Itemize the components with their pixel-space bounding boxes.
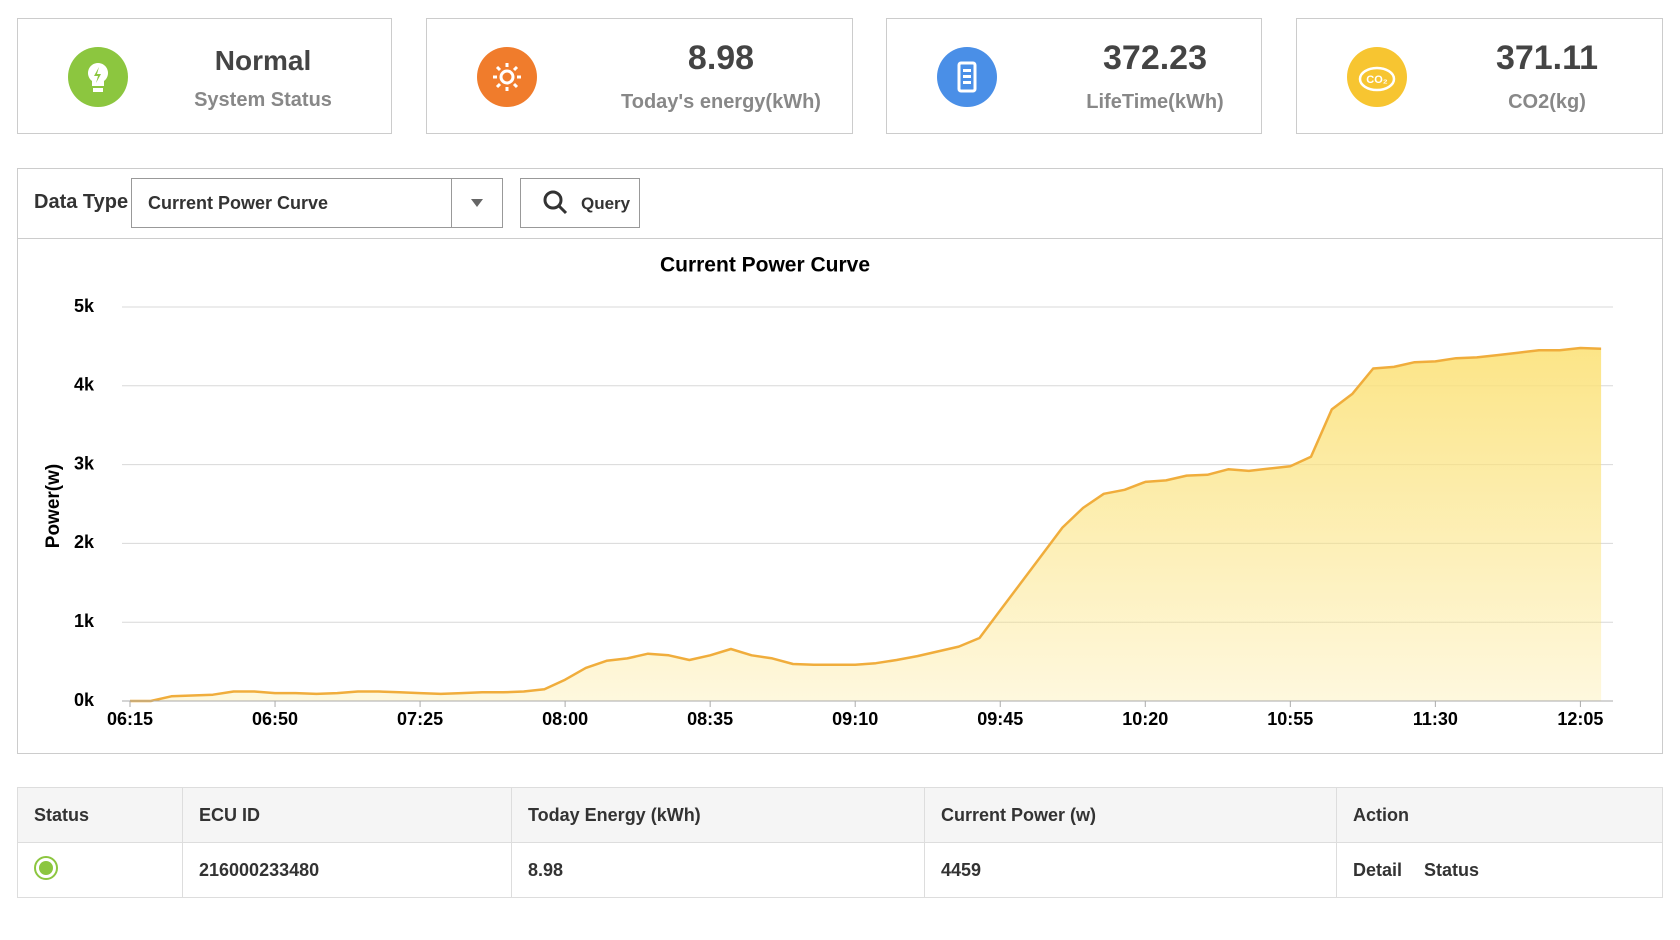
icon: CO₂	[1347, 47, 1407, 107]
icon	[477, 47, 537, 107]
cell: 216000233480	[182, 842, 512, 898]
x-tick-label: 10:55	[1267, 709, 1313, 729]
action-cell: Detail Status	[1336, 842, 1663, 898]
detail-link[interactable]: Detail	[1353, 859, 1403, 880]
filter-label: Data Type	[34, 191, 129, 213]
card-value: 8.98	[687, 39, 755, 77]
y-tick-label: 3k	[74, 453, 95, 473]
x-tick-label: 08:35	[687, 709, 733, 729]
y-tick-label: 1k	[74, 611, 95, 631]
area	[130, 348, 1602, 701]
status-link[interactable]: Status	[1424, 859, 1480, 880]
card-label: System Status	[194, 89, 332, 111]
x-tick-label: 06:15	[107, 709, 153, 729]
card-value: Normal	[214, 45, 312, 76]
button-label: Query	[581, 194, 631, 213]
y-tick-label: 5k	[74, 296, 95, 316]
header-row: Status ECU ID Today Energy (kWh) Current…	[17, 787, 1663, 843]
svg-text:CO₂: CO₂	[1366, 74, 1388, 86]
ecu-table: Status ECU ID Today Energy (kWh) Current…	[17, 787, 1663, 898]
row: 216000233480 8.98 4459 Detail Status	[17, 842, 1663, 898]
x-tick-label: 12:05	[1557, 709, 1603, 729]
x-tick-label: 07:25	[397, 709, 443, 729]
chart: Current Power Curve Power(w) 0k 1k 2k 3k 4k 5…	[43, 254, 1613, 729]
energy-card: 8.98 Today's energy(kWh)	[426, 18, 853, 134]
chart-panel: Data Type Current Power Curve Query Curr…	[17, 168, 1663, 754]
x-tick-label: 11:30	[1413, 709, 1458, 729]
x-tick-label: 09:10	[832, 709, 878, 729]
dropdown-arrow[interactable]	[451, 179, 502, 227]
data-type-select[interactable]: Current Power Curve	[131, 178, 503, 228]
y-tick-label: 2k	[74, 532, 95, 552]
status-icon	[34, 855, 58, 880]
query-button[interactable]: Query	[520, 178, 640, 228]
status-cell	[17, 842, 183, 898]
header-cell: ECU ID	[182, 787, 512, 843]
cell: 4459	[924, 842, 1337, 898]
chart-title: Current Power Curve	[660, 254, 870, 277]
x-tick-label: 09:45	[977, 709, 1023, 729]
x-tick-label: 06:50	[252, 709, 298, 729]
header-cell: Action	[1336, 787, 1663, 843]
x-tick-label: 10:20	[1122, 709, 1168, 729]
co2-card: CO₂ 371.11 CO2(kg)	[1296, 18, 1663, 134]
card-label: Today's energy(kWh)	[621, 91, 821, 113]
lifetime-card: 372.23 LifeTime(kWh)	[886, 18, 1262, 134]
card-label: LifeTime(kWh)	[1086, 91, 1224, 113]
card-label: CO2(kg)	[1508, 91, 1586, 113]
header-cell: Status	[17, 787, 183, 843]
line	[130, 346, 1602, 703]
status-card: Normal System Status	[17, 18, 392, 134]
card-value: 371.11	[1495, 39, 1599, 77]
filter-bar: Data Type Current Power Curve Query	[18, 169, 1662, 239]
select-value: Current Power Curve	[148, 193, 329, 213]
cell: 8.98	[511, 842, 925, 898]
header-cell: Today Energy (kWh)	[511, 787, 925, 843]
y-tick-label: 4k	[74, 375, 95, 395]
icon	[68, 47, 128, 107]
card-value: 372.23	[1103, 39, 1207, 77]
x-tick-label: 08:00	[542, 709, 588, 729]
y-tick-label: 0k	[74, 690, 95, 710]
header-cell: Current Power (w)	[924, 787, 1337, 843]
y-axis-label: Power(w)	[43, 464, 64, 548]
icon	[937, 47, 997, 107]
